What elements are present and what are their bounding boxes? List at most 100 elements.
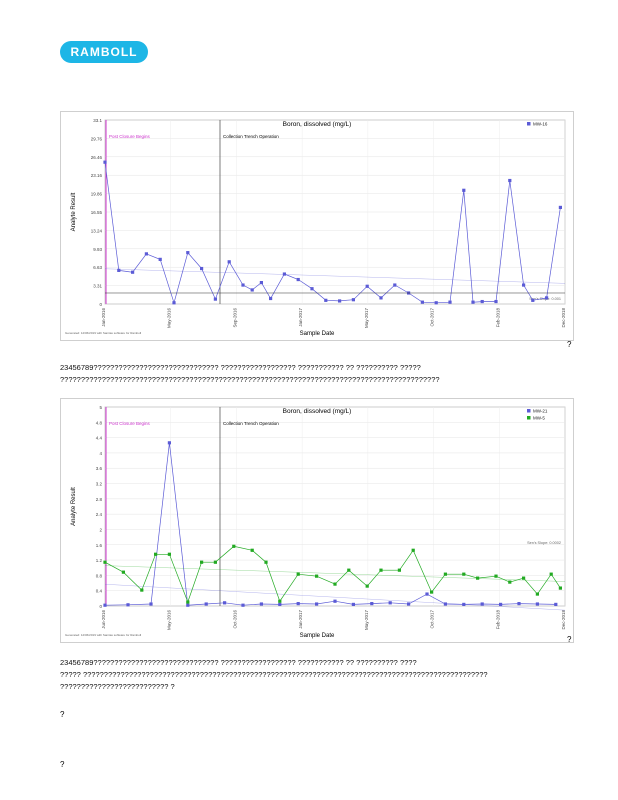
data-point-MW-16 [186,251,190,255]
series-line-MW-5 [104,545,561,604]
data-point-MW-5 [347,568,351,572]
x-axis-label: Sample Date [300,331,335,337]
data-point-MW-21 [443,602,447,606]
data-point-MW-21 [296,602,300,606]
chart-boron-mw21-mw5: 0 0.4 0.8 1.2 1.6 2 2.4 2.8 3.2 3.6 4 4.4 4.8 5 Jun-20… [60,398,574,643]
data-point-MW-16 [393,283,397,287]
data-point-MW-21 [315,602,319,606]
x-tick-label: Dec-2018 [561,308,566,328]
data-point-MW-5 [213,560,217,564]
y-tick-label: 4.4 [96,436,103,441]
y-tick-label: 1.2 [96,558,103,563]
trend-line-MW-5 [104,565,566,582]
data-point-MW-21 [278,602,282,607]
annotation-post-closure: Post Closure Begins [109,134,151,139]
data-point-MW-5 [140,588,144,592]
data-point-MW-21 [149,602,153,606]
data-point-MW-16 [158,257,162,261]
data-point-MW-5 [315,574,319,578]
legend-entry: MW-21 [533,409,548,414]
data-point-MW-16 [379,296,383,300]
data-point-MW-5 [443,572,447,576]
y-tick-label: 0 [99,604,102,609]
data-point-MW-16 [462,188,466,192]
data-point-MW-16 [545,296,549,300]
data-point-MW-5 [121,570,125,574]
trend-label: Sen's Slope: 0.0002 [527,541,561,545]
y-tick-label: 5 [99,405,102,410]
y-tick-label: 3.6 [96,466,103,471]
data-point-MW-21 [535,602,539,606]
data-point-MW-16 [310,287,314,291]
y-tick-label: 2.8 [96,497,103,502]
data-point-MW-16 [338,299,342,303]
data-point-MW-16 [259,281,263,285]
stray-mark: ? [567,635,572,644]
y-tick-label: 23.16 [91,173,103,178]
data-point-MW-16 [420,300,424,304]
x-tick-label: Dec-2018 [561,610,566,630]
trend-line-MW-16 [104,268,566,284]
chart2-svg: 0 0.4 0.8 1.2 1.6 2 2.4 2.8 3.2 3.6 4 4.4 4.8 5 Jun-20… [65,405,566,639]
footnote: Generated: 12/06/2019 with Sanitas softw… [65,331,142,335]
data-point-MW-16 [558,205,562,210]
data-point-MW-5 [462,572,466,576]
data-point-MW-5 [103,560,107,564]
data-point-MW-21 [126,603,130,607]
data-point-MW-5 [535,592,539,596]
stray-mark: ? [60,760,65,769]
x-axis-label: Sample Date [300,633,335,639]
data-point-MW-16 [471,300,475,304]
data-point-MW-5 [333,582,337,586]
y-tick-label: 29.76 [91,136,103,141]
y-tick-label: 9.93 [93,247,102,252]
x-tick-label: May-2016 [167,308,172,329]
data-point-MW-21 [407,602,411,606]
data-point-MW-5 [250,548,254,552]
data-point-MW-16 [172,301,176,305]
series-line-MW-21 [104,442,556,606]
stray-mark: ? [567,340,572,349]
data-point-MW-5 [522,576,526,580]
data-point-MW-5 [232,544,236,548]
data-point-MW-21 [333,599,337,603]
caption2-line1: 23456789?????????????????????????????? ?… [60,658,417,667]
y-tick-label: 0.4 [96,589,103,594]
x-tick-label: May-2016 [167,610,172,631]
data-point-MW-21 [351,602,355,607]
data-point-MW-5 [365,584,369,588]
legend-entry: MW-5 [533,416,545,421]
ramboll-logo: RAMBOLL [60,41,148,63]
data-point-MW-16 [131,270,135,274]
y-tick-label: 16.55 [91,210,103,215]
data-point-MW-21 [480,602,484,606]
y-axis-label: Analyte Result [71,487,77,526]
data-point-MW-16 [522,283,526,287]
x-tick-label: Jan-2016 [101,308,106,327]
data-point-MW-21 [554,602,558,607]
data-point-MW-5 [186,600,190,604]
data-point-MW-21 [499,602,503,607]
data-point-MW-16 [117,268,121,272]
data-point-MW-16 [296,277,300,282]
annotation-collection-trench: Collection Trench Operation [223,134,279,139]
data-point-MW-5 [167,552,171,556]
data-point-MW-16 [480,299,484,304]
y-tick-label: 3.2 [96,482,103,487]
x-tick-label: Feb-2018 [495,610,500,630]
x-tick-label: Oct-2017 [430,610,435,629]
legend-swatch [527,122,531,126]
chart-title: Boron, dissolved (mg/L) [283,121,352,128]
data-point-MW-21 [241,603,245,607]
data-point-MW-21 [425,592,429,596]
y-axis-label: Analyte Result [71,192,77,231]
data-point-MW-21 [167,441,171,445]
data-point-MW-16 [200,266,204,271]
data-point-MW-5 [264,560,268,564]
stray-mark: ? [60,710,65,719]
x-tick-label: Feb-2018 [495,308,500,328]
data-point-MW-21 [223,601,227,605]
data-point-MW-21 [462,602,466,607]
data-point-MW-16 [365,284,369,288]
caption1-line1: 23456789?????????????????????????????? ?… [60,363,421,372]
